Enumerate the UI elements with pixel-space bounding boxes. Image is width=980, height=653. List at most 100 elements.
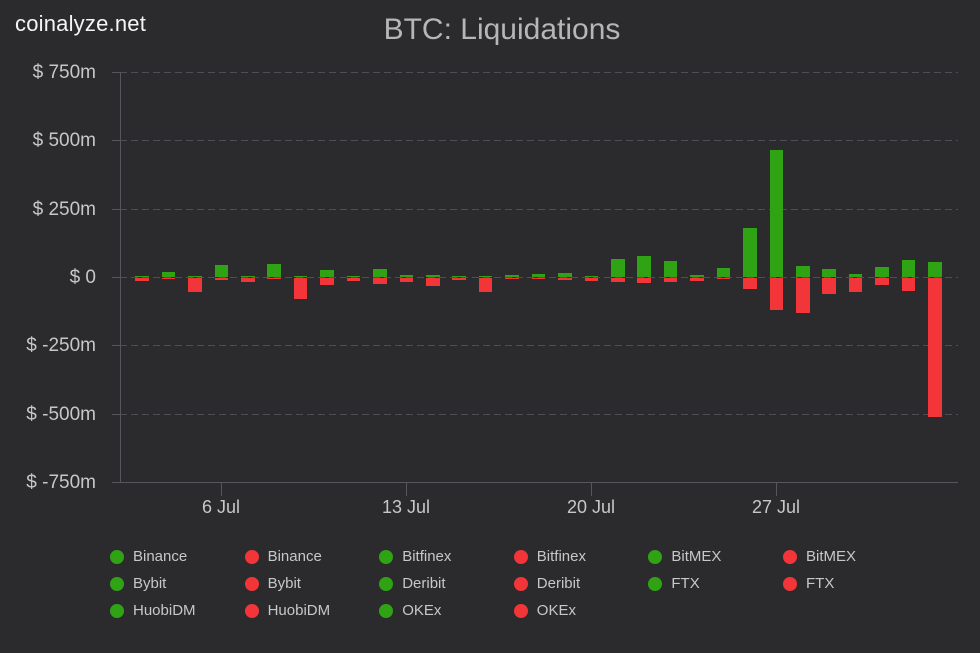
bar-long-15-Jul[interactable]: [452, 276, 466, 277]
bar-short-21-Jul[interactable]: [611, 278, 625, 282]
bar-short-29-Jul[interactable]: [822, 278, 836, 294]
bar-long-4-Jul[interactable]: [161, 272, 176, 277]
bar-long-30-Jul[interactable]: [848, 274, 863, 277]
bar-long-13-Jul[interactable]: [399, 275, 414, 277]
legend-item-BitMEX-green[interactable]: BitMEX: [648, 543, 721, 570]
bar-short-11-Jul[interactable]: [346, 278, 361, 281]
bar-short-19-Jul[interactable]: [558, 278, 572, 280]
x-axis-tick: [776, 482, 777, 496]
bar-short-31-Jul[interactable]: [875, 278, 889, 285]
bar-long-5-Jul[interactable]: [188, 276, 202, 277]
y-axis-label: $ -250m: [26, 335, 96, 356]
bar-short-20-Jul[interactable]: [584, 278, 599, 281]
bar-short-15-Jul[interactable]: [452, 278, 466, 280]
y-axis-label: $ 750m: [32, 62, 96, 83]
legend-item-HuobiDM-red[interactable]: HuobiDM: [244, 597, 330, 624]
bar-long-3-Jul[interactable]: [135, 276, 149, 277]
bar-short-18-Jul[interactable]: [531, 278, 546, 279]
bar-short-3-Jul[interactable]: [135, 278, 149, 281]
bar-long-22-Jul[interactable]: [637, 256, 651, 277]
bar-long-29-Jul[interactable]: [822, 269, 836, 277]
legend-item-Bybit-red[interactable]: Bybit: [244, 570, 301, 597]
legend-item-label: FTX: [806, 575, 835, 592]
bar-short-9-Jul[interactable]: [293, 278, 308, 299]
bar-short-5-Jul[interactable]: [188, 278, 202, 292]
legend-item-Binance-red[interactable]: Binance: [244, 543, 322, 570]
legend-item-OKEx-red[interactable]: OKEx: [513, 597, 576, 624]
bar-long-6-Jul[interactable]: [214, 265, 228, 277]
legend-red-dot-icon: [244, 549, 259, 564]
bar-short-26-Jul[interactable]: [743, 278, 757, 289]
legend-item-HuobiDM-green[interactable]: HuobiDM: [110, 597, 196, 624]
x-axis-label: 27 Jul: [751, 497, 801, 517]
legend-item-Binance-green[interactable]: Binance: [110, 543, 187, 570]
bar-long-20-Jul[interactable]: [584, 276, 599, 277]
bar-long-23-Jul[interactable]: [663, 261, 678, 277]
bar-long-10-Jul[interactable]: [320, 270, 334, 277]
bar-short-17-Jul[interactable]: [505, 278, 519, 279]
y-axis-label: $ 500m: [32, 130, 96, 151]
bar-long-8-Jul[interactable]: [267, 264, 281, 277]
bar-short-7-Jul[interactable]: [241, 278, 255, 282]
brand-logo[interactable]: coinalyze.net: [15, 11, 147, 36]
bar-short-10-Jul[interactable]: [320, 278, 334, 285]
bar-short-1-Aug[interactable]: [901, 278, 916, 291]
bar-long-25-Jul[interactable]: [716, 268, 731, 277]
bar-long-7-Jul[interactable]: [241, 276, 255, 277]
x-axis-label: 13 Jul: [381, 497, 431, 517]
legend-red-dot-icon: [244, 603, 259, 618]
y-axis-line: [120, 72, 121, 482]
bar-long-24-Jul[interactable]: [690, 275, 704, 277]
bar-long-16-Jul[interactable]: [478, 276, 493, 277]
y-axis-tick: [112, 277, 120, 278]
bar-short-12-Jul[interactable]: [373, 278, 387, 284]
bar-short-25-Jul[interactable]: [716, 278, 731, 279]
bar-short-28-Jul[interactable]: [796, 278, 810, 313]
bar-long-14-Jul[interactable]: [426, 275, 440, 277]
bar-long-12-Jul[interactable]: [373, 269, 387, 277]
bar-long-17-Jul[interactable]: [505, 275, 519, 277]
bar-short-13-Jul[interactable]: [399, 278, 414, 282]
bar-long-18-Jul[interactable]: [531, 274, 546, 277]
bar-short-8-Jul[interactable]: [267, 278, 281, 279]
legend-item-FTX-green[interactable]: FTX: [648, 570, 700, 597]
legend-green-dot-icon: [379, 549, 394, 564]
legend-item-OKEx-green[interactable]: OKEx: [379, 597, 441, 624]
bar-long-9-Jul[interactable]: [293, 276, 308, 277]
gridline--250: [120, 345, 958, 346]
bar-short-6-Jul[interactable]: [214, 278, 228, 280]
bar-short-2-Aug[interactable]: [928, 278, 942, 417]
bar-short-23-Jul[interactable]: [663, 278, 678, 282]
legend-item-Bybit-green[interactable]: Bybit: [110, 570, 166, 597]
bar-long-19-Jul[interactable]: [558, 273, 572, 277]
bar-long-2-Aug[interactable]: [928, 262, 942, 277]
bar-short-22-Jul[interactable]: [637, 278, 651, 283]
bar-long-31-Jul[interactable]: [875, 267, 889, 277]
bar-short-4-Jul[interactable]: [161, 278, 176, 279]
bar-long-11-Jul[interactable]: [346, 276, 361, 277]
legend-item-BitMEX-red[interactable]: BitMEX: [783, 543, 856, 570]
bar-long-27-Jul[interactable]: [769, 150, 784, 277]
y-axis-tick: [112, 482, 120, 483]
bar-long-28-Jul[interactable]: [796, 266, 810, 277]
y-axis-label: $ -500m: [26, 404, 96, 425]
legend-item-Deribit-green[interactable]: Deribit: [379, 570, 446, 597]
legend-item-FTX-red[interactable]: FTX: [783, 570, 834, 597]
legend-item-label: Bybit: [133, 575, 167, 592]
bar-short-27-Jul[interactable]: [769, 278, 784, 310]
legend-item-Bitfinex-green[interactable]: Bitfinex: [379, 543, 451, 570]
bar-short-24-Jul[interactable]: [690, 278, 704, 281]
legend-green-dot-icon: [110, 549, 124, 564]
x-axis-label: 20 Jul: [566, 497, 616, 517]
legend-red-dot-icon: [513, 603, 528, 618]
legend-item-Bitfinex-red[interactable]: Bitfinex: [513, 543, 586, 570]
y-axis-label: $ 0: [69, 267, 96, 288]
bar-long-26-Jul[interactable]: [743, 228, 757, 277]
bar-short-14-Jul[interactable]: [426, 278, 440, 286]
legend-item-Deribit-red[interactable]: Deribit: [513, 570, 580, 597]
legend-red-dot-icon: [783, 576, 797, 591]
bar-short-16-Jul[interactable]: [478, 278, 493, 292]
bar-long-21-Jul[interactable]: [611, 259, 625, 277]
bar-short-30-Jul[interactable]: [848, 278, 863, 292]
bar-long-1-Aug[interactable]: [901, 260, 916, 277]
